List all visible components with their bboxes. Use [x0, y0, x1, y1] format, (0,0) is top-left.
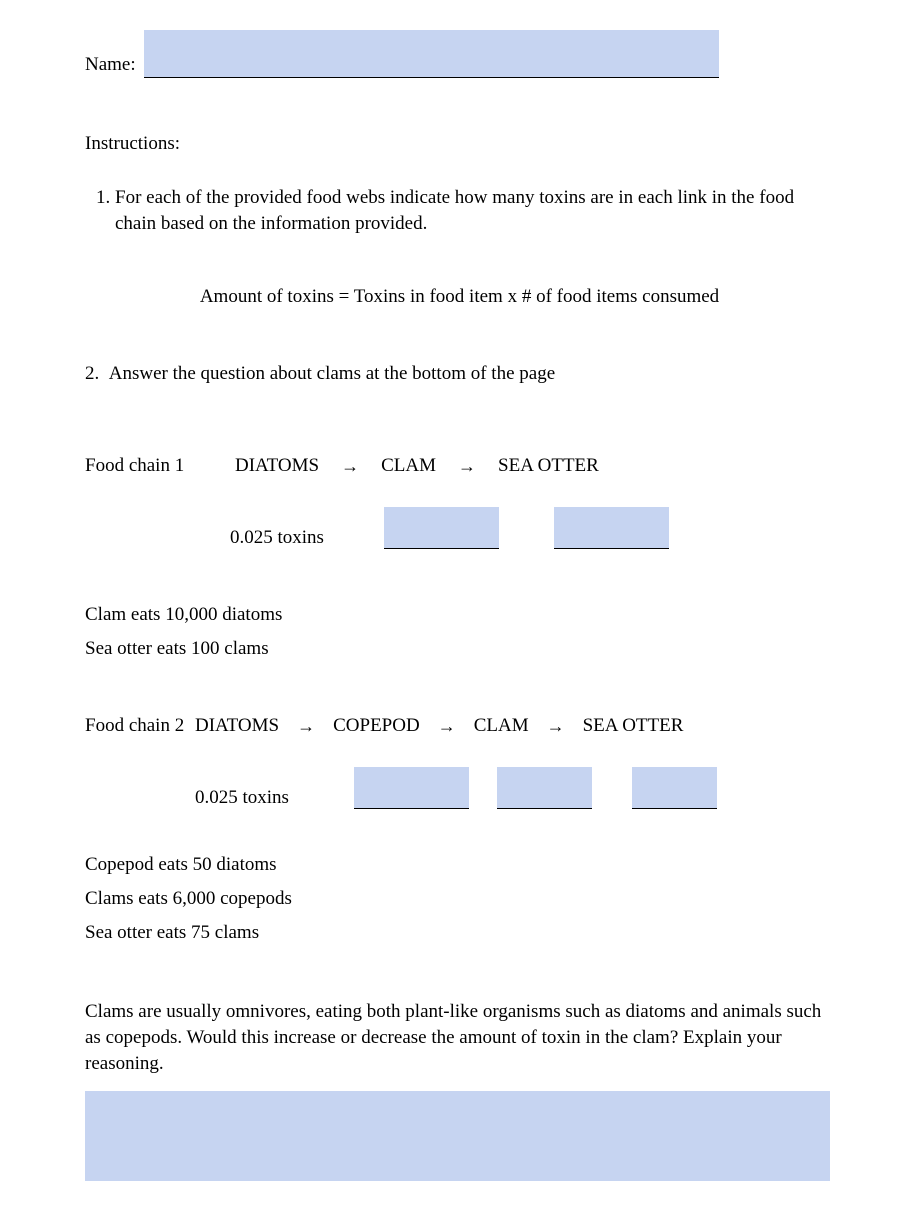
chain2-otter-toxins-input[interactable] — [632, 767, 717, 809]
arrow-icon: → — [436, 456, 498, 477]
chain1-start-toxins: 0.025 toxins — [230, 527, 324, 549]
step2-number: 2. — [85, 363, 99, 384]
instruction-step-1: For each of the provided food webs indic… — [115, 185, 834, 236]
arrow-icon: → — [279, 716, 333, 737]
chain2-item-clam: CLAM — [474, 715, 529, 737]
chain1-clam-toxins-input[interactable] — [384, 507, 499, 549]
food-chain-1-header: Food chain 1 DIATOMS → CLAM → SEA OTTER — [85, 455, 834, 477]
essay-answer-input[interactable] — [85, 1091, 830, 1181]
toxin-formula: Amount of toxins = Toxins in food item x… — [85, 286, 834, 308]
chain1-facts: Clam eats 10,000 diatoms Sea otter eats … — [85, 604, 834, 660]
chain1-otter-toxins-input[interactable] — [554, 507, 669, 549]
chain2-fact-2: Clams eats 6,000 copepods — [85, 888, 834, 910]
chain2-fact-1: Copepod eats 50 diatoms — [85, 854, 834, 876]
food-chain-1-values: 0.025 toxins — [85, 507, 834, 549]
chain2-start-toxins: 0.025 toxins — [195, 787, 289, 809]
name-input[interactable] — [144, 30, 719, 78]
chain1-fact-1: Clam eats 10,000 diatoms — [85, 604, 834, 626]
food-chain-2-values: 0.025 toxins — [85, 767, 834, 809]
essay-question: Clams are usually omnivores, eating both… — [85, 999, 834, 1076]
chain1-label: Food chain 1 — [85, 455, 235, 477]
chain2-copepod-toxins-input[interactable] — [354, 767, 469, 809]
chain2-fact-3: Sea otter eats 75 clams — [85, 922, 834, 944]
name-label: Name: — [85, 54, 136, 78]
instructions-heading: Instructions: — [85, 133, 834, 155]
step2-text: Answer the question about clams at the b… — [109, 363, 555, 384]
chain1-item-sea-otter: SEA OTTER — [498, 455, 599, 477]
chain2-item-sea-otter: SEA OTTER — [583, 715, 684, 737]
worksheet-page: Name: Instructions: For each of the prov… — [0, 0, 919, 1217]
instructions-list: For each of the provided food webs indic… — [85, 185, 834, 236]
chain1-item-diatoms: DIATOMS — [235, 455, 319, 477]
chain2-label: Food chain 2 — [85, 715, 195, 737]
chain2-item-diatoms: DIATOMS — [195, 715, 279, 737]
chain2-facts: Copepod eats 50 diatoms Clams eats 6,000… — [85, 854, 834, 944]
chain1-item-clam: CLAM — [381, 455, 436, 477]
arrow-icon: → — [319, 456, 381, 477]
chain1-fact-2: Sea otter eats 100 clams — [85, 638, 834, 660]
arrow-icon: → — [420, 716, 474, 737]
instruction-step-2: 2. Answer the question about clams at th… — [85, 363, 834, 385]
food-chain-2-header: Food chain 2 DIATOMS → COPEPOD → CLAM → … — [85, 715, 834, 737]
chain2-item-copepod: COPEPOD — [333, 715, 420, 737]
chain2-clam-toxins-input[interactable] — [497, 767, 592, 809]
arrow-icon: → — [529, 716, 583, 737]
name-row: Name: — [85, 30, 834, 78]
